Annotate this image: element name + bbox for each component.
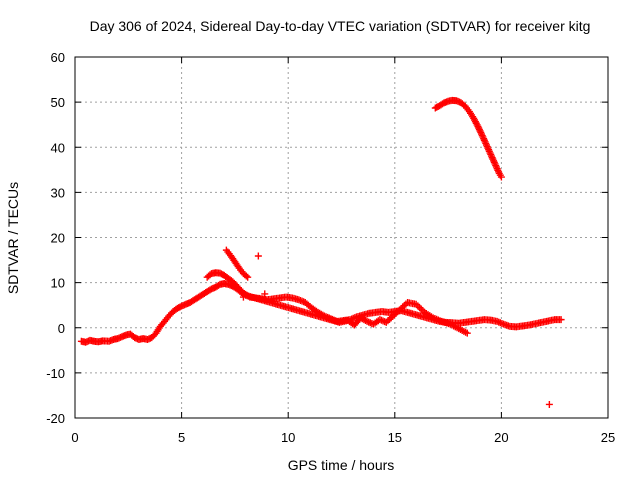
data-point xyxy=(463,329,471,337)
data-point xyxy=(490,157,498,165)
data-point xyxy=(417,305,425,313)
chart-title: Day 306 of 2024, Sidereal Day-to-day VTE… xyxy=(90,18,591,34)
y-tick-label: 40 xyxy=(51,140,65,155)
x-tick-label: 25 xyxy=(601,430,615,445)
data-point xyxy=(486,149,494,157)
y-tick-label: 60 xyxy=(51,50,65,65)
data-point xyxy=(487,152,495,160)
data-point xyxy=(545,400,553,408)
data-point xyxy=(473,121,481,129)
data-point xyxy=(483,143,491,151)
grid xyxy=(75,57,608,418)
y-tick-label: 10 xyxy=(51,276,65,291)
data-point xyxy=(412,300,420,308)
y-tick-label: 50 xyxy=(51,95,65,110)
data-point xyxy=(484,144,492,152)
data-point xyxy=(557,316,565,324)
data-point xyxy=(487,150,495,158)
data-point xyxy=(482,141,490,149)
data-point xyxy=(494,166,502,174)
x-tick-label: 15 xyxy=(388,430,402,445)
axis-ticks: 0 5 10 15 20 25 -20 -10 0 10 20 30 40 50 60 xyxy=(46,50,615,445)
data-point xyxy=(242,272,250,280)
x-tick-label: 10 xyxy=(281,430,295,445)
data-point xyxy=(478,130,486,138)
data-points xyxy=(77,96,565,408)
data-point xyxy=(480,136,488,144)
data-point xyxy=(482,139,490,147)
data-point xyxy=(491,160,499,168)
data-point xyxy=(485,147,493,155)
data-point xyxy=(416,304,424,312)
data-point xyxy=(493,165,501,173)
x-axis-label: GPS time / hours xyxy=(288,457,395,473)
data-point xyxy=(254,252,262,260)
y-tick-label: -10 xyxy=(46,366,65,381)
data-point xyxy=(361,317,369,325)
data-point xyxy=(261,290,269,298)
data-point xyxy=(490,158,498,166)
data-point xyxy=(480,135,488,143)
data-point xyxy=(479,133,487,141)
y-tick-label: 20 xyxy=(51,231,65,246)
y-axis-label: SDTVAR / TECUs xyxy=(5,182,21,294)
data-point xyxy=(488,154,496,162)
x-tick-label: 20 xyxy=(494,430,508,445)
data-point xyxy=(481,138,489,146)
x-tick-label: 0 xyxy=(71,430,78,445)
data-point xyxy=(492,162,500,170)
x-tick-label: 5 xyxy=(178,430,185,445)
y-tick-label: 0 xyxy=(58,321,65,336)
data-point xyxy=(485,146,493,154)
data-point xyxy=(239,293,247,301)
y-tick-label: -20 xyxy=(46,411,65,426)
data-point xyxy=(244,273,252,281)
data-point xyxy=(492,163,500,171)
y-tick-label: 30 xyxy=(51,185,65,200)
data-point xyxy=(489,155,497,163)
data-point xyxy=(478,132,486,140)
data-point xyxy=(497,173,505,181)
